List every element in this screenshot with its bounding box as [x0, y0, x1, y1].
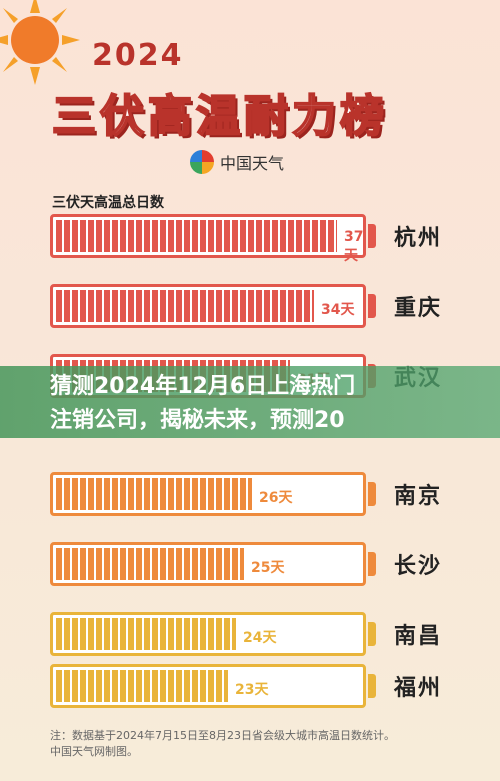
category-label: 长沙 — [394, 554, 443, 579]
category-label: 福州 — [394, 676, 443, 701]
bar-row: 25天 长沙 — [50, 542, 470, 590]
chart-subtitle: 三伏天高温总日数 — [52, 195, 164, 211]
banner-line-1: 猜测2024年12月6日上海热门 — [50, 374, 356, 399]
bar — [56, 618, 236, 650]
bar-row: 23天 福州 — [50, 664, 470, 712]
bar-value-label: 37天 — [344, 229, 364, 264]
battery-cap — [368, 294, 376, 318]
bar — [56, 290, 314, 322]
bar — [56, 478, 252, 510]
bar-value-label: 23天 — [235, 682, 269, 698]
category-label: 杭州 — [394, 226, 443, 251]
bar-value-label: 25天 — [251, 560, 285, 576]
weather-logo-icon — [190, 150, 214, 174]
bar-value-label: 24天 — [243, 630, 277, 646]
brand-name: 中国天气 — [220, 154, 285, 173]
bar-value-label: 26天 — [259, 490, 293, 506]
bar-frame: 26天 — [50, 472, 366, 516]
category-label: 重庆 — [394, 296, 443, 321]
bar-frame: 34天 — [50, 284, 366, 328]
footnote: 注：数据基于2024年7月15日至8月23日省会级大城市高温日数统计。 中国天气… — [50, 728, 395, 760]
bar-frame: 25天 — [50, 542, 366, 586]
bar-frame: 23天 — [50, 664, 366, 708]
sun-illustration — [0, 0, 80, 85]
bar — [56, 220, 337, 252]
page-title: 三伏高温耐力榜 — [51, 90, 388, 143]
overlay-banner: 猜测2024年12月6日上海热门 注销公司，揭秘未来，预测20 — [0, 366, 500, 438]
bar-row: 24天 南昌 — [50, 612, 470, 660]
battery-cap — [368, 552, 376, 576]
battery-cap — [368, 224, 376, 248]
footnote-line-1: 注：数据基于2024年7月15日至8月23日省会级大城市高温日数统计。 — [50, 729, 395, 742]
bar-row: 26天 南京 — [50, 472, 470, 520]
category-label: 南京 — [394, 484, 443, 509]
bar — [56, 670, 228, 702]
battery-cap — [368, 622, 376, 646]
year-label: 2024 — [92, 38, 184, 73]
category-label: 南昌 — [394, 624, 443, 649]
battery-cap — [368, 482, 376, 506]
bar-value-label: 34天 — [321, 302, 355, 318]
bar-row: 37天 杭州 — [50, 214, 470, 264]
footnote-line-2: 中国天气网制图。 — [50, 745, 138, 758]
bar — [56, 548, 244, 580]
bar-row: 34天 重庆 — [50, 284, 470, 332]
bar-frame: 24天 — [50, 612, 366, 656]
brand: 中国天气 — [190, 150, 284, 174]
bar-frame: 37天 — [50, 214, 366, 264]
banner-line-2: 注销公司，揭秘未来，预测20 — [50, 408, 345, 433]
battery-cap — [368, 674, 376, 698]
